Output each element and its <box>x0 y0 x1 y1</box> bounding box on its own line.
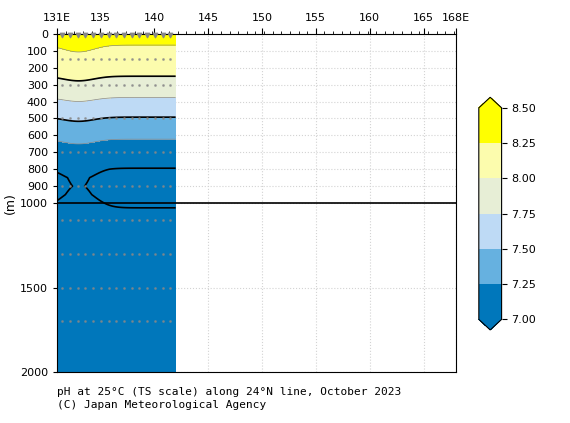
Point <box>120 31 129 38</box>
Point <box>81 31 90 38</box>
Point <box>66 31 75 38</box>
Point <box>58 31 67 38</box>
Point <box>96 31 105 38</box>
Point <box>127 31 136 38</box>
PathPatch shape <box>479 97 502 108</box>
Point <box>150 31 160 38</box>
Point <box>142 31 152 38</box>
Point <box>112 31 121 38</box>
Text: (C) Japan Meteorological Agency: (C) Japan Meteorological Agency <box>57 400 266 410</box>
Point <box>158 31 167 38</box>
Text: pH at 25°C (TS scale) along 24°N line, October 2023: pH at 25°C (TS scale) along 24°N line, O… <box>57 387 401 397</box>
PathPatch shape <box>479 319 502 330</box>
Point <box>73 31 82 38</box>
Point <box>89 31 98 38</box>
Point <box>135 31 144 38</box>
Point <box>166 31 175 38</box>
Y-axis label: (m): (m) <box>4 192 17 214</box>
Point <box>104 31 113 38</box>
